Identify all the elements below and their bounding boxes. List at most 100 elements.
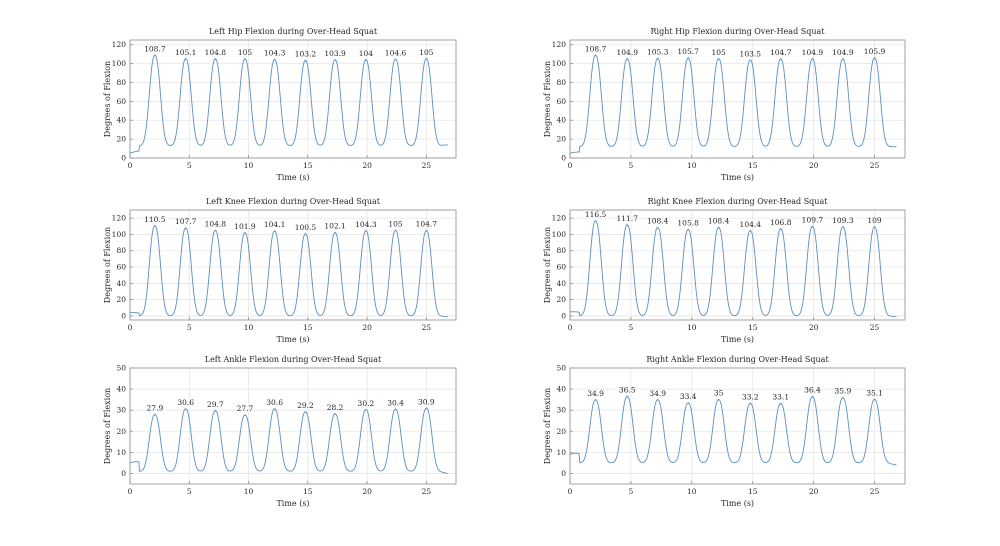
y-axis-label: Degrees of Flexion: [543, 61, 552, 137]
peak-point: [873, 57, 876, 59]
peak-label: 106.8: [770, 218, 792, 227]
y-tick-label: 0: [121, 469, 126, 478]
y-tick-label: 0: [121, 311, 126, 320]
peak-label: 30.6: [177, 398, 194, 407]
peak-point: [594, 54, 597, 57]
x-tick-label: 5: [187, 161, 192, 170]
peak-point: [842, 58, 844, 60]
peak-label: 104.7: [416, 220, 438, 229]
peak-point: [214, 58, 217, 60]
x-tick-label: 15: [303, 323, 313, 332]
peak-label: 105.9: [864, 47, 886, 56]
x-tick-label: 0: [568, 161, 573, 170]
x-tick-label: 25: [870, 161, 880, 170]
peak-point: [394, 58, 397, 61]
series-line: [569, 396, 897, 466]
x-tick-label: 5: [187, 323, 192, 332]
x-tick-label: 25: [422, 487, 432, 496]
peak-label: 30.9: [418, 397, 435, 406]
peak-label: 105.1: [175, 48, 196, 57]
peak-label: 104.8: [205, 48, 227, 57]
peak-label: 105.8: [677, 219, 699, 228]
y-tick-label: 20: [116, 295, 126, 304]
peak-label: 104.6: [385, 48, 407, 57]
peak-label: 104.8: [205, 220, 227, 229]
peak-point: [273, 58, 276, 61]
peak-point: [749, 59, 752, 62]
peak-label: 108.7: [144, 44, 166, 53]
chart-panel-6: Right Ankle Flexion during Over-Head Squ…: [543, 355, 906, 508]
peak-point: [779, 228, 782, 230]
peak-point: [184, 227, 187, 229]
x-tick-label: 20: [809, 323, 819, 332]
chart-title: Left Knee Flexion during Over-Head Squat: [206, 197, 381, 206]
y-tick-label: 40: [556, 385, 566, 394]
series-line: [569, 54, 897, 154]
peak-point: [304, 411, 307, 413]
y-tick-label: 60: [556, 97, 566, 106]
chart-panel-3: Left Knee Flexion during Over-Head Squat…: [103, 197, 457, 344]
peak-label: 30.2: [358, 399, 375, 408]
peak-point: [811, 395, 814, 398]
y-tick-label: 80: [556, 78, 566, 87]
peak-point: [394, 229, 397, 232]
peak-label: 110.5: [144, 215, 166, 224]
x-tick-label: 20: [362, 323, 372, 332]
y-tick-label: 30: [556, 406, 566, 415]
y-tick-label: 40: [116, 279, 126, 288]
axes-box: [569, 39, 906, 159]
chart-panel-5: Left Ankle Flexion during Over-Head Squa…: [103, 355, 457, 508]
peak-label: 105: [419, 48, 434, 57]
peak-point: [656, 399, 659, 401]
y-tick-label: 40: [556, 279, 566, 288]
peak-point: [687, 57, 689, 60]
y-tick-label: 50: [556, 364, 566, 373]
x-tick-label: 5: [187, 487, 192, 496]
peak-point: [626, 58, 629, 60]
series-line: [129, 54, 448, 154]
y-tick-label: 20: [556, 135, 566, 144]
peak-point: [304, 59, 307, 62]
peak-point: [425, 407, 428, 410]
peak-label: 36.5: [619, 385, 636, 394]
y-tick-label: 0: [561, 311, 566, 320]
peak-point: [656, 57, 659, 60]
y-tick-label: 30: [116, 406, 126, 415]
chart-panel-4: Right Knee Flexion during Over-Head Squa…: [543, 197, 906, 344]
peak-point: [365, 408, 367, 411]
peak-label: 35.1: [866, 388, 883, 397]
y-tick-label: 50: [116, 364, 126, 373]
x-tick-label: 15: [748, 323, 758, 332]
y-axis-label: Degrees of Flexion: [103, 227, 112, 303]
peak-point: [717, 58, 720, 60]
peak-point: [214, 410, 217, 412]
x-tick-label: 15: [748, 487, 758, 496]
y-tick-label: 20: [116, 427, 126, 436]
peak-label: 30.6: [266, 398, 283, 407]
peak-label: 105: [238, 48, 253, 57]
peak-point: [244, 414, 246, 416]
y-tick-label: 20: [116, 135, 126, 144]
chart-title: Left Ankle Flexion during Over-Head Squa…: [205, 355, 382, 364]
peak-label: 28.2: [327, 403, 344, 412]
peak-label: 104.9: [832, 48, 854, 57]
y-tick-label: 60: [116, 263, 126, 272]
x-axis-label: Time (s): [721, 173, 754, 182]
x-tick-label: 0: [128, 323, 133, 332]
y-tick-label: 10: [116, 448, 126, 457]
x-tick-label: 15: [748, 161, 758, 170]
series-line: [129, 225, 448, 318]
peak-point: [594, 399, 597, 401]
y-tick-label: 0: [561, 469, 566, 478]
peak-point: [842, 226, 844, 228]
peak-label: 104.3: [355, 220, 377, 229]
peak-point: [334, 59, 336, 61]
y-tick-label: 10: [556, 448, 566, 457]
peak-point: [304, 233, 307, 235]
x-tick-label: 10: [687, 487, 697, 496]
peak-point: [594, 220, 597, 222]
peak-label: 104.9: [802, 48, 824, 57]
y-tick-label: 120: [552, 214, 567, 223]
chart-title: Right Knee Flexion during Over-Head Squa…: [648, 197, 829, 206]
y-tick-label: 100: [112, 230, 127, 239]
